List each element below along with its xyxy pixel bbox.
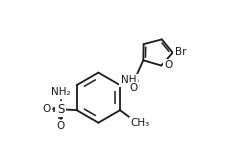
Text: O: O: [56, 121, 65, 131]
Text: S: S: [57, 103, 64, 116]
Text: O: O: [164, 60, 173, 70]
Text: NH: NH: [121, 75, 136, 85]
Text: Br: Br: [175, 47, 186, 57]
Text: CH₃: CH₃: [131, 118, 150, 128]
Text: O: O: [129, 83, 138, 93]
Text: O: O: [43, 104, 51, 114]
Text: NH₂: NH₂: [51, 87, 70, 97]
